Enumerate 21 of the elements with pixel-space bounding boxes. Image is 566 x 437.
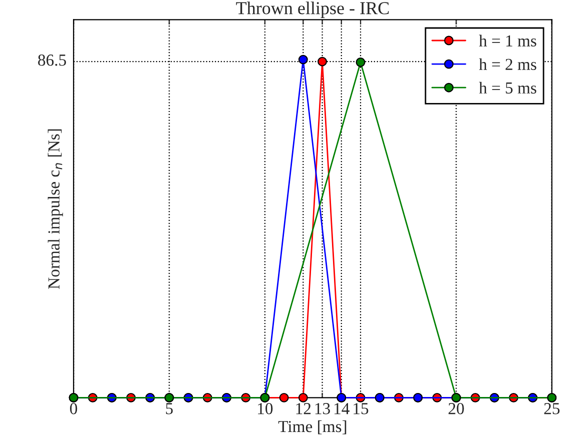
point xyxy=(356,58,366,67)
x-tick-label: 10 xyxy=(258,403,273,414)
y-axis-title: Normal impulse c$_{n}$ [Ns] xyxy=(48,129,63,289)
point xyxy=(298,392,308,402)
x-tick-label: 20 xyxy=(448,403,464,414)
legend-label: h = 1 ms xyxy=(479,34,536,46)
point xyxy=(318,56,327,66)
text: 86.5 xyxy=(38,54,66,66)
legend-label: h = 5 ms xyxy=(479,82,536,94)
legend-label: h = 2 ms xyxy=(479,58,536,70)
chart-title: Thrown ellipse - IRC xyxy=(236,2,389,18)
x-tick-label: 14 xyxy=(334,403,350,414)
point xyxy=(298,54,308,64)
x-tick-label: 0 xyxy=(70,403,78,414)
x-tick-label: 25 xyxy=(544,403,560,414)
point xyxy=(279,392,289,402)
x-axis-title: Time [ms] xyxy=(278,420,346,434)
x-tick-label: 13 xyxy=(315,403,330,414)
x-tick-label: 12 xyxy=(296,403,311,414)
x-tick-label: 15 xyxy=(354,403,368,414)
x-tick-label: 5 xyxy=(166,403,173,414)
